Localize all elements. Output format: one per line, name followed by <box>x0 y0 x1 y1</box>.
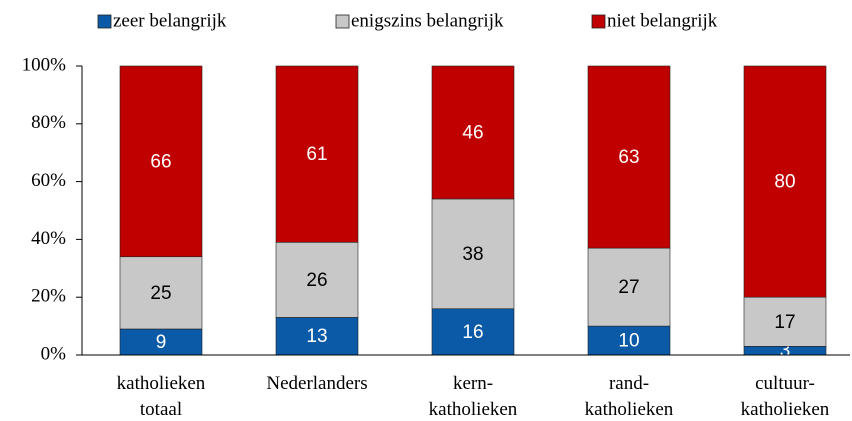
data-label: 26 <box>306 270 327 291</box>
x-tick-label-line: Nederlanders <box>266 373 367 394</box>
y-tick-label: 20% <box>31 286 66 307</box>
legend-swatch <box>335 14 350 29</box>
bar-segment <box>119 65 203 258</box>
bar-segment <box>431 308 515 356</box>
legend-swatch <box>591 14 606 29</box>
x-tick-label-line: kern- <box>453 373 493 394</box>
x-tick-label: Nederlanders <box>266 373 367 394</box>
data-label: 63 <box>618 147 639 168</box>
x-tick-label: cultuur-katholieken <box>741 373 830 420</box>
x-tick-label: kern-katholieken <box>429 373 518 420</box>
data-label: 80 <box>774 172 795 193</box>
x-tick-label-line: katholieken <box>429 399 518 420</box>
data-label: 27 <box>618 277 639 298</box>
bar-segment <box>587 325 671 356</box>
x-tick-label-line: katholieken <box>585 399 674 420</box>
legend-swatch <box>97 14 112 29</box>
y-tick-label: 100% <box>22 54 67 75</box>
data-label: 17 <box>774 312 795 333</box>
bar-segment <box>275 241 359 318</box>
y-tick-label: 60% <box>31 170 66 191</box>
legend-label: zeer belangrijk <box>113 10 227 31</box>
y-tick-label: 80% <box>31 112 66 133</box>
legend-label: niet belangrijk <box>607 10 718 31</box>
bar-segment <box>119 256 203 330</box>
bar-segment <box>275 65 359 243</box>
data-label: 25 <box>150 283 171 304</box>
bar-segment <box>431 198 515 310</box>
data-label: 3 <box>780 341 791 362</box>
x-tick-label-line: totaal <box>140 399 182 420</box>
y-tick-label: 0% <box>41 343 67 364</box>
data-label: 38 <box>462 244 483 265</box>
data-label: 13 <box>306 326 327 347</box>
x-tick-label-line: katholieken <box>741 399 830 420</box>
bar-segment <box>587 65 671 249</box>
x-tick-label: katholieken totaal <box>117 373 206 420</box>
x-tick-label-line: katholieken <box>117 373 206 394</box>
x-tick-label-line: cultuur- <box>755 373 815 394</box>
legend-label: enigszins belangrijk <box>351 10 504 31</box>
data-label: 9 <box>156 332 167 353</box>
bar-segment <box>743 296 827 347</box>
bar-segment <box>743 65 827 298</box>
data-label: 10 <box>618 331 639 352</box>
x-tick-label: rand-katholieken <box>585 373 674 420</box>
x-tick-label-line: rand- <box>609 373 649 394</box>
bar-segment <box>431 65 515 200</box>
bar-segment <box>275 317 359 356</box>
bar-segment <box>587 247 671 327</box>
data-label: 66 <box>150 151 171 172</box>
data-label: 16 <box>462 322 483 343</box>
y-tick-label: 40% <box>31 228 66 249</box>
data-label: 46 <box>462 122 483 143</box>
data-label: 61 <box>306 144 327 165</box>
